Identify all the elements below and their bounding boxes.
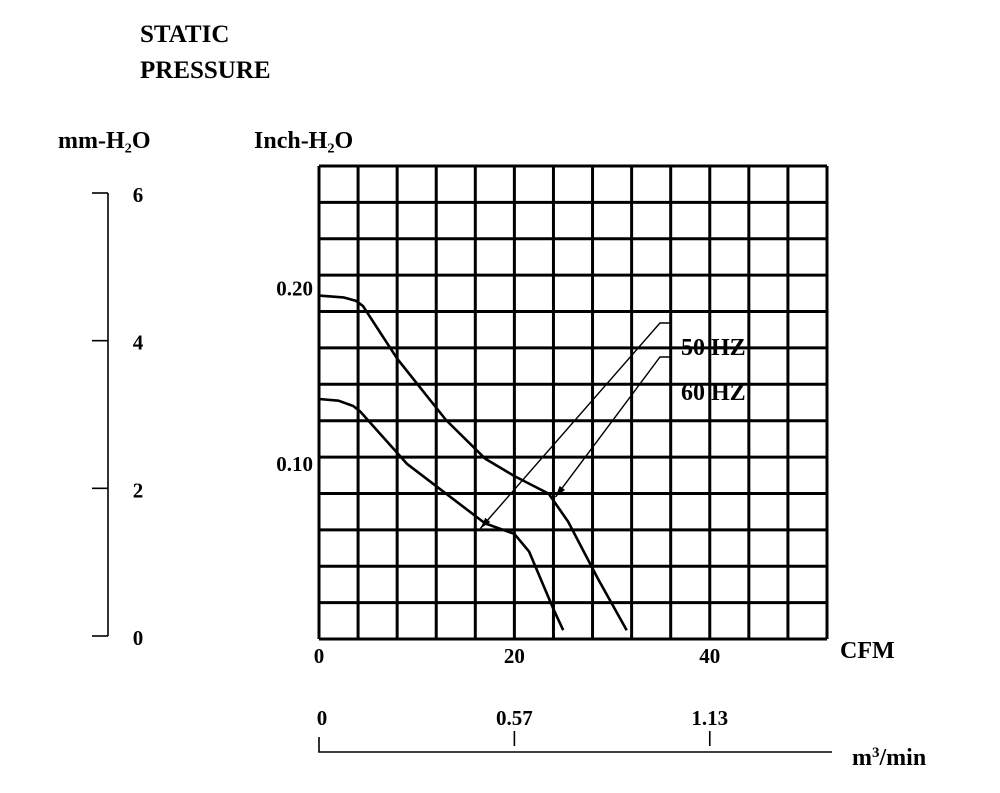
series-callouts: 50 HZ 60 HZ bbox=[479, 322, 746, 530]
callout-leader bbox=[554, 356, 670, 498]
y-tick-label: 0.10 bbox=[276, 452, 313, 476]
x2-axis-label-m3-min: m3/min bbox=[852, 745, 926, 771]
mm-tick-label: 2 bbox=[133, 478, 144, 502]
chart-title-line2: PRESSURE bbox=[140, 57, 271, 84]
x-tick-label: 20 bbox=[504, 644, 525, 668]
mm-tick-label: 6 bbox=[133, 183, 144, 207]
x-tick-label: 40 bbox=[699, 644, 720, 668]
plot-curves bbox=[318, 294, 628, 631]
chart-title-line1: STATIC bbox=[140, 21, 229, 48]
m3-per-min-axis bbox=[318, 737, 832, 753]
series-line-60-hz bbox=[318, 294, 628, 631]
x-tick-label: 0 bbox=[314, 644, 325, 668]
x2-axis-label-rest: /min bbox=[879, 745, 927, 771]
axis-ticks: 0 20 40 0.10 0.20 0 2 4 6 0 0.57 1.13 bbox=[92, 183, 728, 746]
mm-h2o-unit-label: mm-H₂O bbox=[58, 128, 151, 154]
y-tick-label: 0.20 bbox=[276, 277, 313, 301]
x-axis-label-cfm: CFM bbox=[840, 638, 895, 664]
callout-arrowhead bbox=[480, 517, 491, 529]
series-line-50-hz bbox=[318, 397, 565, 631]
m3-tick-label: 0 bbox=[317, 706, 328, 730]
m3-tick-label: 0.57 bbox=[496, 706, 533, 730]
plot-grid bbox=[317, 164, 829, 641]
callout-leader bbox=[479, 322, 670, 530]
series-label-60-hz: 60 HZ bbox=[681, 380, 746, 406]
series-label-50-hz: 50 HZ bbox=[681, 335, 746, 361]
x2-axis-label-base: m bbox=[852, 745, 872, 771]
inch-h2o-unit-label: Inch-H₂O bbox=[254, 128, 353, 154]
callout-arrowhead bbox=[555, 485, 565, 498]
x2-axis-label-sup: 3 bbox=[872, 745, 880, 761]
mm-tick-label: 4 bbox=[133, 331, 144, 355]
m3-tick-label: 1.13 bbox=[691, 706, 728, 730]
mm-tick-label: 0 bbox=[133, 626, 144, 650]
